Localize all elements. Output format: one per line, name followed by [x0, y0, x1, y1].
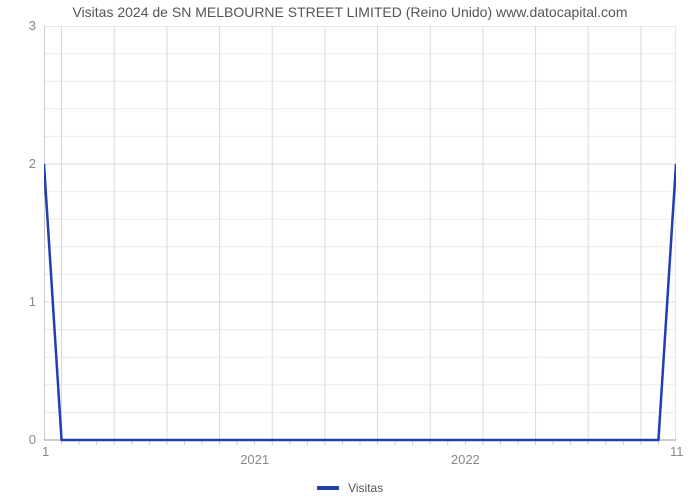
line-chart	[44, 26, 676, 450]
x-year-label: 2022	[435, 452, 495, 467]
chart-title: Visitas 2024 de SN MELBOURNE STREET LIMI…	[0, 4, 700, 20]
x-edge-right-label: 11	[670, 444, 684, 459]
y-tick-label: 3	[0, 18, 36, 33]
x-year-label: 2021	[225, 452, 285, 467]
legend-label: Visitas	[348, 481, 383, 495]
y-tick-label: 0	[0, 432, 36, 447]
y-tick-label: 2	[0, 156, 36, 171]
chart-legend: Visitas	[0, 480, 700, 495]
legend-swatch	[317, 486, 339, 490]
x-edge-left-label: 1	[42, 444, 49, 459]
y-tick-label: 1	[0, 294, 36, 309]
